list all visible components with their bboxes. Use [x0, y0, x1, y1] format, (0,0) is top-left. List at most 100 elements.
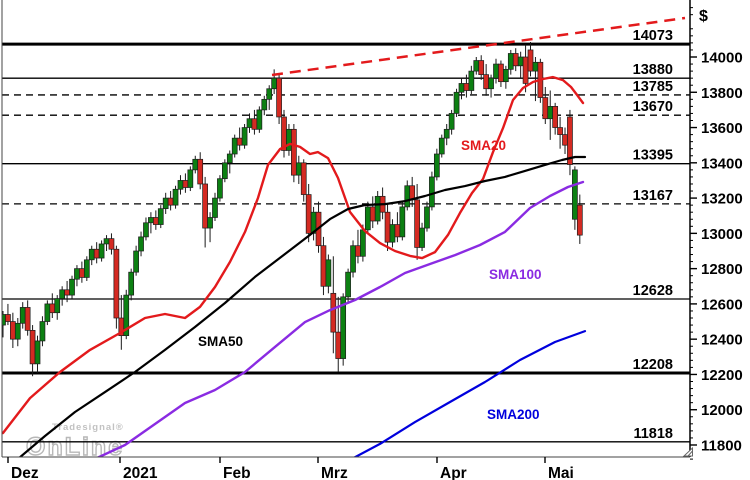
candle — [241, 124, 248, 149]
candle-body — [266, 88, 273, 100]
candle-body — [113, 248, 120, 319]
candle-body — [330, 292, 337, 333]
candle — [493, 58, 499, 84]
candle-body — [19, 307, 26, 324]
y-tick-label: 12000 — [701, 402, 743, 419]
candle-body — [128, 271, 135, 296]
sma20-label: SMA20 — [461, 138, 506, 153]
candle-body — [458, 83, 465, 93]
candle — [394, 212, 401, 243]
candle — [547, 90, 554, 140]
y-tick-label: 14000 — [701, 50, 743, 67]
candle-body — [167, 197, 174, 206]
candle — [143, 217, 149, 241]
candle-body — [192, 158, 199, 171]
candle-body — [295, 162, 302, 176]
candle — [69, 275, 75, 299]
candle — [123, 289, 130, 340]
y-tick-label: 12600 — [701, 296, 743, 313]
sma100-label: SMA100 — [489, 267, 542, 282]
candle — [152, 210, 159, 230]
candle — [300, 159, 307, 202]
x-tick-label: Dez — [11, 465, 39, 480]
candle — [266, 85, 273, 110]
price-level-label-13880: 13880 — [633, 62, 673, 78]
candle-body — [384, 211, 391, 243]
candle — [527, 42, 534, 77]
candle — [443, 124, 450, 146]
candle-body — [143, 222, 149, 238]
candle — [148, 212, 154, 234]
candle — [350, 240, 356, 278]
x-tick-label: Feb — [223, 465, 251, 480]
candle — [197, 152, 204, 190]
candle — [113, 245, 120, 329]
candle — [157, 205, 164, 229]
candle — [473, 57, 480, 75]
candle-body — [473, 60, 480, 72]
candle — [286, 124, 292, 156]
candle — [177, 175, 184, 195]
candle — [369, 196, 376, 229]
candle-body — [507, 53, 514, 70]
candle — [458, 78, 465, 100]
price-level-label-13167: 13167 — [633, 188, 673, 204]
candle — [231, 134, 238, 158]
candle — [429, 171, 435, 211]
candle-body — [345, 271, 351, 298]
candle-body — [148, 217, 154, 224]
candle-body — [93, 248, 100, 259]
candle — [118, 295, 125, 350]
candle — [138, 231, 144, 257]
candle — [483, 64, 489, 96]
candle — [576, 194, 583, 244]
price-level-label-13785: 13785 — [633, 79, 673, 95]
candle-body — [350, 245, 356, 273]
candle-body — [438, 137, 445, 155]
y-tick-label: 13600 — [701, 120, 743, 137]
candle — [374, 191, 381, 225]
candle-body — [246, 118, 253, 128]
candle-body — [10, 321, 16, 340]
candle-body — [527, 49, 534, 72]
price-level-label-13395: 13395 — [633, 148, 673, 164]
sma200-label: SMA200 — [487, 407, 540, 422]
candle-body — [453, 91, 460, 114]
candle — [2, 310, 6, 338]
currency-symbol: $ — [699, 8, 708, 25]
candle — [433, 148, 440, 181]
candle — [567, 109, 573, 176]
candle — [5, 303, 11, 326]
candle-body — [478, 60, 485, 75]
candle — [88, 245, 95, 266]
y-tick-label: 13000 — [701, 226, 743, 243]
candle — [49, 293, 56, 319]
candle-body — [29, 330, 36, 365]
candle — [167, 191, 174, 211]
candle-body — [562, 134, 568, 146]
sma100-line — [96, 180, 585, 457]
candle-body — [291, 128, 297, 176]
x-tick-label: Apr — [440, 465, 467, 480]
candle-body — [369, 206, 376, 222]
candle-body — [286, 128, 292, 151]
candle — [108, 233, 115, 255]
candle-body — [424, 206, 430, 229]
candle — [59, 286, 66, 306]
candle-body — [300, 162, 307, 195]
candle — [24, 300, 31, 336]
candle — [103, 235, 110, 251]
candle-body — [217, 178, 223, 199]
candle — [438, 134, 445, 158]
candle — [212, 192, 218, 222]
candle — [133, 245, 139, 276]
sma50-line — [18, 155, 587, 457]
candle — [162, 192, 169, 214]
resize-handle[interactable] — [682, 446, 693, 457]
candle — [542, 86, 549, 125]
candle — [222, 159, 228, 183]
candle-body — [64, 289, 70, 296]
candle-body — [83, 259, 90, 278]
candle — [310, 206, 317, 241]
